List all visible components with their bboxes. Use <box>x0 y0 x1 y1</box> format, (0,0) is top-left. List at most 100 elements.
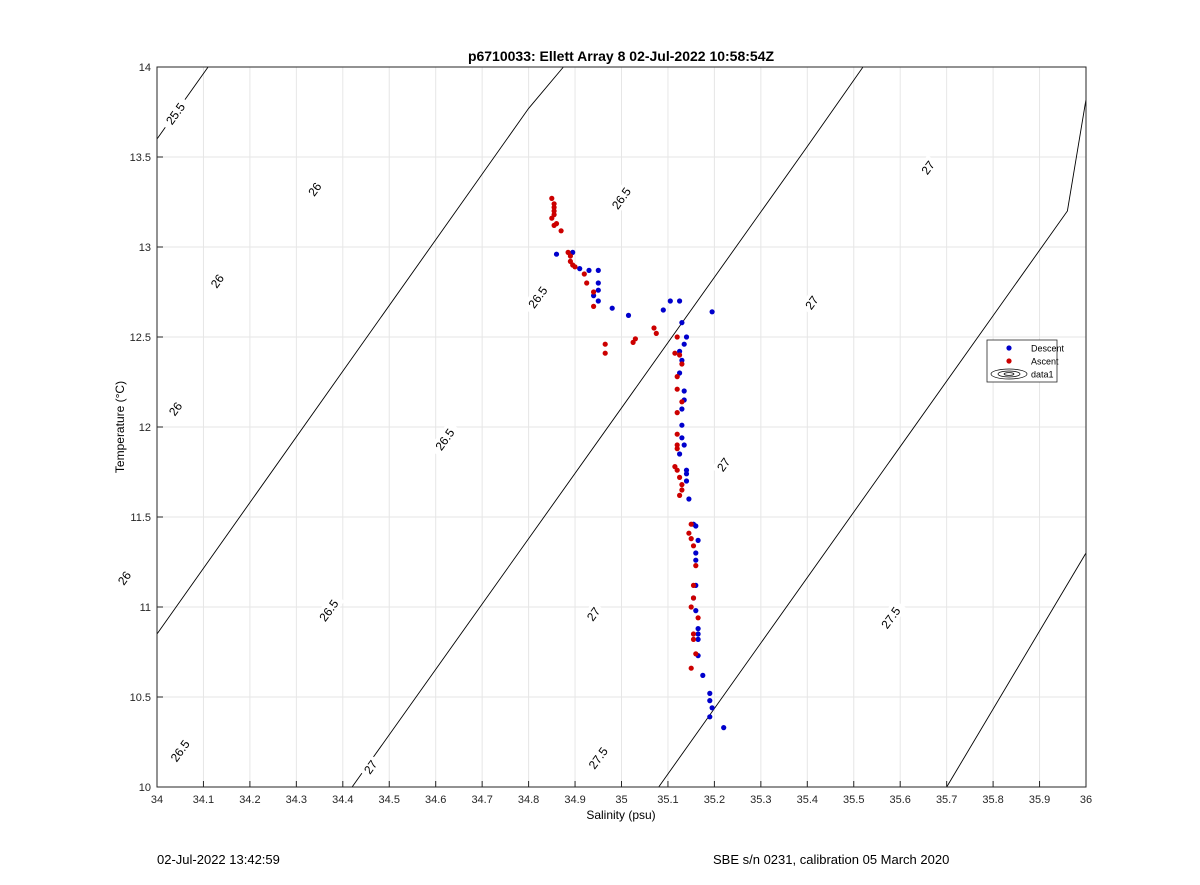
x-axis-ticks: 34 34.1 34.2 34.3 34.4 34.5 34.6 34.7 34.8 34.9 35… <box>151 781 1092 806</box>
descent-point <box>695 636 701 643</box>
ascent-point <box>572 264 578 270</box>
descent-point <box>693 550 699 556</box>
x-tick-label: 35.5 <box>843 794 864 806</box>
ascent-point <box>674 446 680 452</box>
ascent-point <box>679 482 685 488</box>
isopycnal-line <box>156 66 564 635</box>
x-tick-label: 36 <box>1080 794 1092 806</box>
descent-point <box>686 496 692 502</box>
descent-point <box>695 631 701 637</box>
contour-label: 26.5 <box>428 421 461 458</box>
instrument-calibration-note: SBE s/n 0231, calibration 05 March 2020 <box>713 852 950 867</box>
ascent-point <box>679 399 685 405</box>
descent-point <box>591 293 597 299</box>
contour-label-bg <box>711 452 736 478</box>
descent-point <box>595 280 601 286</box>
ascent-point <box>591 289 597 295</box>
descent-point <box>595 287 601 293</box>
legend-contour-icon <box>1003 372 1015 376</box>
y-tick-label: 10 <box>139 782 151 794</box>
contour-label: 26.5 <box>605 179 638 217</box>
y-tick-label: 12.5 <box>130 332 151 344</box>
contour-label: 26 <box>112 565 137 591</box>
ascent-point <box>677 352 683 358</box>
ascent-point <box>591 303 597 309</box>
contour-label-bg <box>112 565 137 591</box>
ascent-point <box>695 615 701 621</box>
ascent-point <box>693 651 699 657</box>
x-tick-label: 34.8 <box>518 794 539 806</box>
contour-label-bg <box>915 155 940 181</box>
ascent-point <box>581 271 587 277</box>
descent-point <box>679 320 685 326</box>
descent-point <box>595 298 601 304</box>
x-tick-label: 34.7 <box>471 794 492 806</box>
y-tick-label: 13 <box>139 242 151 254</box>
ascent-point <box>674 410 680 416</box>
descent-point <box>679 435 685 441</box>
ascent-point <box>688 665 694 671</box>
descent-point <box>677 348 683 354</box>
y-tick-label: 10.5 <box>130 692 151 704</box>
ascent-point <box>674 334 680 340</box>
contour-label-bg <box>581 739 614 777</box>
y-tick-label: 12 <box>139 422 151 434</box>
ascent-point <box>551 204 557 210</box>
descent-point <box>707 698 713 704</box>
descent-point <box>693 557 699 563</box>
descent-point <box>681 442 687 448</box>
contour-label-bg <box>874 599 907 636</box>
ascent-point <box>651 325 657 331</box>
ascent-point <box>688 521 694 527</box>
contour-label-bg <box>163 732 196 769</box>
chart-title: p6710033: Ellett Array 8 02-Jul-2022 10:… <box>468 48 775 64</box>
x-tick-label: 34.1 <box>193 794 214 806</box>
contour-label-bg <box>521 278 554 316</box>
descent-point <box>677 451 683 457</box>
x-tick-label: 34.6 <box>425 794 446 806</box>
legend-contour-icon <box>997 370 1021 378</box>
descent-point <box>679 406 685 412</box>
ascent-point <box>693 563 699 569</box>
ascent-point <box>677 474 683 480</box>
x-tick-label: 35 <box>615 794 627 806</box>
contour-label: 27 <box>358 754 383 780</box>
ascent-point <box>602 341 608 347</box>
data-points <box>549 195 727 731</box>
descent-point <box>679 357 685 363</box>
y-tick-label: 11 <box>140 602 151 614</box>
ascent-point <box>584 280 590 286</box>
x-tick-label: 35.2 <box>704 794 725 806</box>
x-tick-label: 35.8 <box>982 794 1003 806</box>
contour-label-bg <box>581 601 606 627</box>
descent-point <box>609 305 615 311</box>
legend-marker <box>1006 358 1012 364</box>
legend-label: Ascent <box>1031 357 1059 367</box>
x-tick-label: 35.3 <box>750 794 771 806</box>
descent-point <box>683 471 690 477</box>
descent-point <box>660 307 666 313</box>
legend-label: data1 <box>1031 370 1054 380</box>
descent-point <box>695 537 701 544</box>
x-tick-label: 34.2 <box>239 794 260 806</box>
legend-label: Descent <box>1031 344 1065 354</box>
ascent-point <box>551 208 557 214</box>
descent-point <box>683 478 690 484</box>
x-tick-label: 34 <box>151 794 163 806</box>
ascent-point <box>674 386 680 392</box>
contour-label-bg <box>163 396 188 422</box>
contour-label: 26.5 <box>312 592 345 629</box>
contour-label: 27 <box>915 155 940 181</box>
isopycnal-line <box>658 99 1087 788</box>
contour-label: 26 <box>205 268 229 294</box>
x-axis-label: Salinity (psu) <box>586 808 655 822</box>
contour-label-bg <box>302 176 327 202</box>
x-tick-label: 35.1 <box>657 794 678 806</box>
descent-point <box>709 309 715 315</box>
contour-label: 25.5 <box>159 95 192 132</box>
x-tick-label: 34.4 <box>332 794 353 806</box>
x-tick-label: 34.3 <box>286 794 307 806</box>
ascent-point <box>674 431 680 437</box>
legend-contour-icon <box>990 368 1028 380</box>
